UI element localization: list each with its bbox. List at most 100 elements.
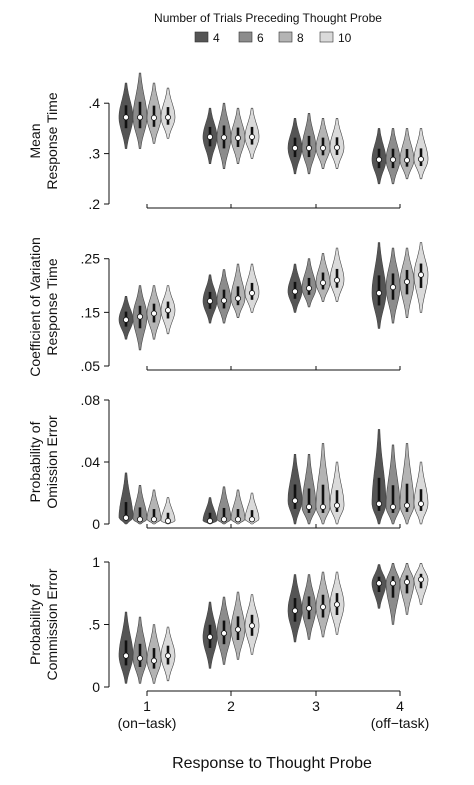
violin-median — [206, 517, 213, 524]
violin-r3-t8 — [315, 443, 331, 525]
x-axis: 1(on−task) 2 3 4(off−task) — [118, 690, 430, 731]
panel-4: 0 .5 1 Probability ofCommission Error — [27, 554, 429, 695]
violin-r3-t8 — [315, 571, 331, 638]
violin-r2-t4 — [202, 497, 218, 525]
violin-median — [375, 580, 382, 587]
y-tick-label: 1 — [92, 554, 100, 570]
legend-swatch-6 — [238, 31, 253, 43]
violin-r4-t4 — [371, 429, 387, 525]
x-tick-label-1: 1 — [143, 698, 151, 714]
violin-body — [315, 443, 331, 525]
y-tick-label: .25 — [81, 251, 101, 267]
violin-median — [123, 316, 130, 323]
violin-r1-t4 — [118, 611, 134, 684]
violin-r2-t6 — [216, 269, 232, 324]
x-tick-sublabel: (on−task) — [118, 715, 177, 731]
y-tick-label: .3 — [88, 146, 100, 162]
violin-r4-t6 — [385, 128, 401, 185]
violin-median — [206, 634, 213, 641]
violin-r2-t6 — [216, 102, 232, 169]
violin-r1-t4 — [118, 82, 134, 149]
violin-r1-t8 — [146, 82, 162, 144]
violin-body — [202, 497, 218, 525]
violin-median — [333, 277, 340, 284]
violin-median — [234, 516, 241, 523]
legend-swatch-10 — [319, 31, 334, 43]
violin-body — [385, 444, 401, 525]
violin-r4-t8 — [399, 128, 415, 180]
violin-r1-t6 — [132, 285, 148, 351]
violin-median — [403, 278, 410, 285]
violin-r4-t10 — [413, 563, 429, 605]
violin-body — [244, 492, 260, 525]
violin-median — [220, 297, 227, 304]
violin-body — [230, 489, 246, 525]
violin-r3-t10 — [329, 247, 345, 302]
violin-median — [389, 284, 396, 291]
violin-r2-t8 — [230, 107, 246, 164]
violin-median — [136, 313, 143, 320]
y-tick-label: .4 — [88, 95, 100, 111]
y-tick-label: 0 — [92, 516, 100, 532]
violin-r1-t6 — [132, 485, 148, 525]
legend-label-4: 4 — [213, 31, 220, 45]
violin-r3-t10 — [329, 571, 345, 635]
y-tick-label: .15 — [81, 304, 101, 320]
violin-median — [319, 503, 326, 510]
violin-r2-t10 — [244, 263, 260, 313]
violin-r3-t10 — [329, 461, 345, 525]
y-axis-title: Probability ofCommission Error — [27, 568, 60, 680]
violin-r1-t10 — [160, 626, 176, 682]
violin-median — [248, 622, 255, 629]
violin-r4-t4 — [371, 564, 387, 609]
legend-entry-4: 4 — [194, 31, 220, 45]
violin-median — [150, 310, 157, 317]
violin-median — [136, 114, 143, 121]
y-tick-label: .08 — [81, 392, 101, 408]
y-axis-title: Coefficient of VariationResponse Time — [27, 237, 60, 377]
violin-r1-t4 — [118, 296, 134, 340]
violin-median — [220, 134, 227, 141]
violin-r2-t8 — [230, 591, 246, 660]
x-tick-sublabel: (off−task) — [371, 715, 430, 731]
panel-1: .2 .3 .4 MeanResponse Time — [27, 72, 429, 212]
violin-median — [123, 514, 130, 521]
violin-median — [403, 157, 410, 164]
violin-r1-t8 — [146, 489, 162, 525]
violin-r3-t6 — [301, 574, 317, 640]
violin-body — [371, 429, 387, 525]
x-tick-label-4: 4 — [396, 698, 404, 714]
legend-entry-10: 10 — [319, 31, 352, 45]
y-tick-label: .2 — [88, 196, 100, 212]
violin-median — [417, 500, 424, 507]
violin-r3-t6 — [301, 113, 317, 175]
violin-median — [248, 133, 255, 140]
violin-median — [164, 307, 171, 314]
violin-median — [319, 279, 326, 286]
violin-median — [305, 503, 312, 510]
violin-median — [403, 579, 410, 586]
legend-label-8: 8 — [297, 31, 304, 45]
y-tick-label: .5 — [88, 617, 100, 633]
violin-median — [291, 288, 298, 295]
violin-r4-t8 — [399, 563, 415, 615]
violin-r4-t6 — [385, 444, 401, 525]
violin-median — [220, 630, 227, 637]
violin-body — [146, 489, 162, 525]
violin-r2-t10 — [244, 492, 260, 525]
violin-body — [160, 497, 176, 525]
violin-median — [319, 145, 326, 152]
violin-median — [150, 657, 157, 664]
violin-median — [305, 285, 312, 292]
violin-r3-t6 — [301, 258, 317, 308]
violin-r4-t10 — [413, 128, 429, 180]
violin-r3-t4 — [287, 263, 303, 313]
violin-r4-t10 — [413, 242, 429, 313]
y-tick-label: 0 — [92, 679, 100, 695]
violin-median — [164, 652, 171, 659]
violin-median — [319, 604, 326, 611]
violin-median — [123, 114, 130, 121]
violin-body — [216, 486, 232, 525]
legend-entry-6: 6 — [238, 31, 264, 45]
